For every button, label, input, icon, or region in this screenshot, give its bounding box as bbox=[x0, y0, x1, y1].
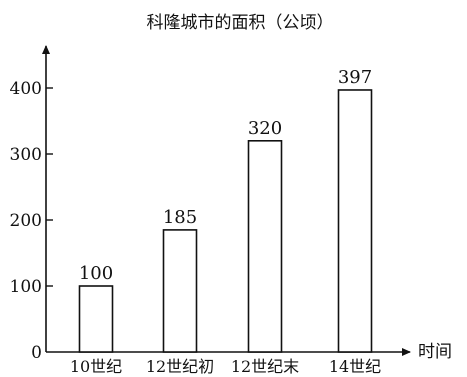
bars: 100 10世纪 185 12世纪初 320 12世纪末 397 14世纪 bbox=[70, 67, 381, 376]
y-tick-label-2: 200 bbox=[10, 211, 42, 231]
category-label-0: 10世纪 bbox=[70, 357, 122, 376]
x-axis-label: 时间 bbox=[418, 342, 452, 362]
bar-3 bbox=[337, 89, 373, 353]
y-tick-label-0: 0 bbox=[31, 343, 42, 363]
data-label-0: 100 bbox=[79, 263, 113, 284]
category-label-3: 14世纪 bbox=[329, 357, 381, 376]
y-tick-label-3: 300 bbox=[10, 145, 42, 165]
bar-0 bbox=[78, 285, 114, 353]
data-label-3: 397 bbox=[338, 67, 372, 88]
chart-title: 科隆城市的面积（公顷） bbox=[147, 13, 334, 33]
data-label-2: 320 bbox=[248, 118, 282, 139]
y-tick-label-4: 400 bbox=[10, 79, 42, 99]
category-label-1: 12世纪初 bbox=[146, 357, 214, 376]
category-label-2: 12世纪末 bbox=[231, 357, 299, 376]
data-label-1: 185 bbox=[163, 207, 197, 228]
y-tick-label-1: 100 bbox=[10, 277, 42, 297]
y-ticks: 0 100 200 300 400 bbox=[10, 79, 53, 363]
bar-2 bbox=[247, 140, 283, 353]
bar-1 bbox=[162, 229, 198, 353]
